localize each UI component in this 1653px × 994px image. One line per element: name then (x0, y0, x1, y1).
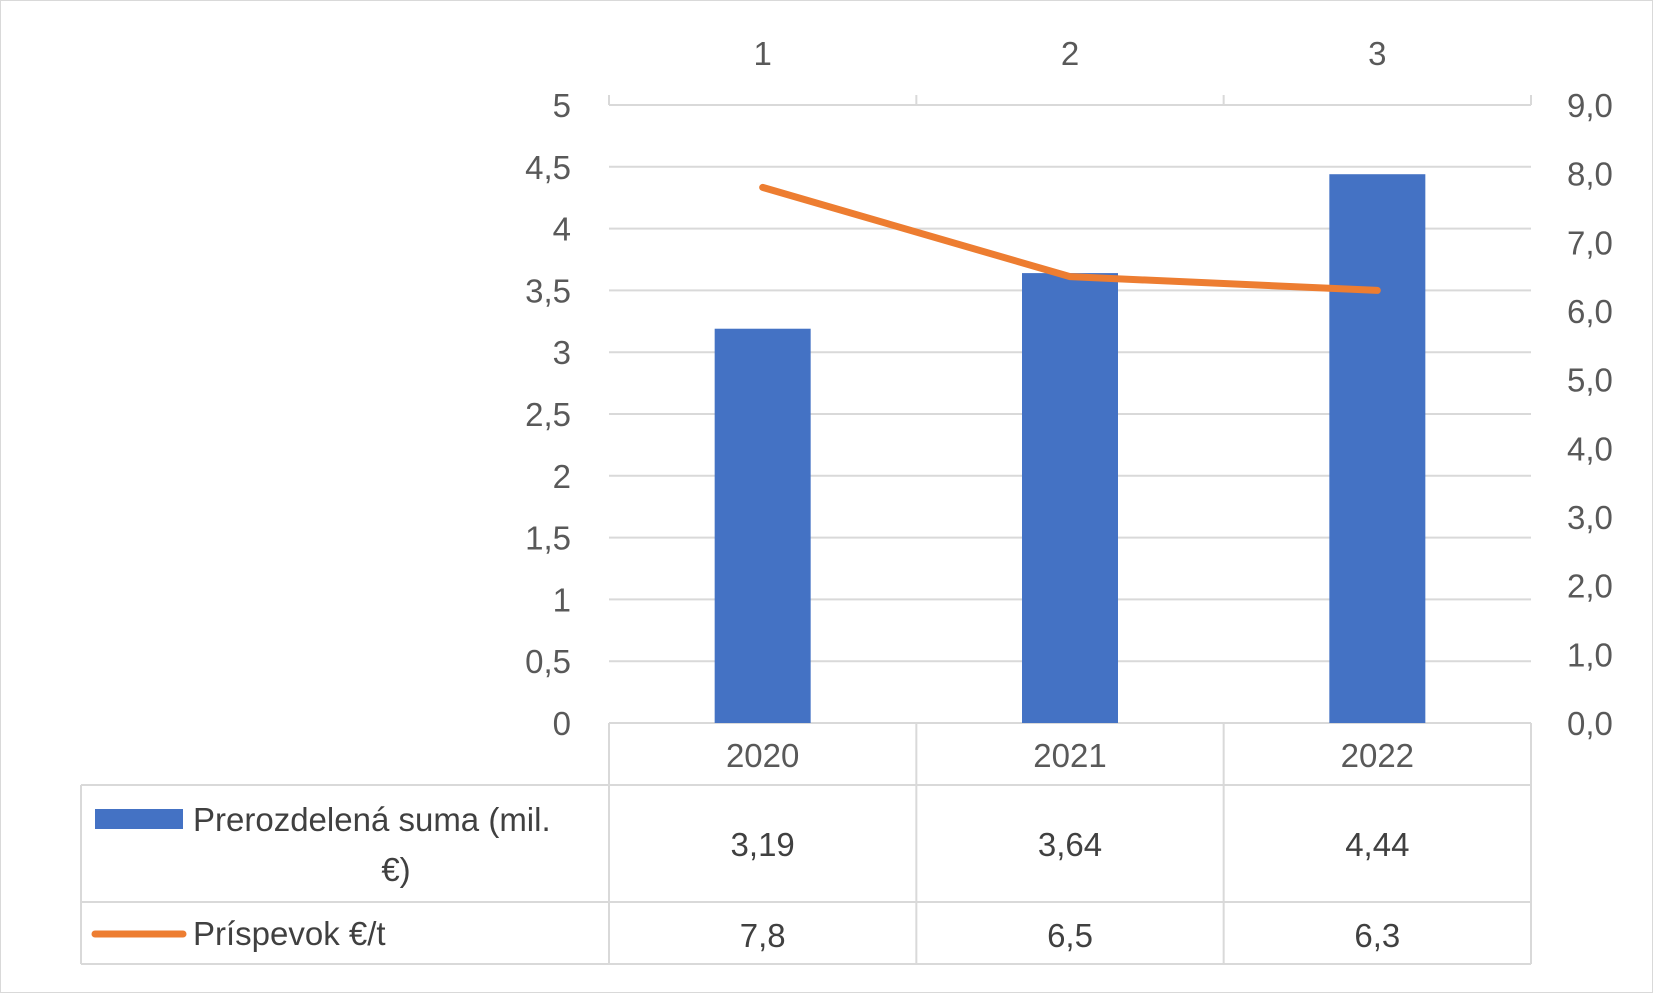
right-axis-tick-label: 2,0 (1567, 568, 1613, 605)
top-axis-tick-label: 2 (1061, 35, 1079, 72)
left-axis-tick-label: 4 (553, 211, 571, 248)
left-axis-tick-label: 2,5 (525, 396, 571, 433)
series-name-label: €) (381, 851, 410, 888)
bar (714, 328, 811, 723)
series-name-label: Prerozdelená suma (mil. (193, 801, 551, 838)
right-axis-tick-label: 9,0 (1567, 87, 1613, 124)
line-series-path (759, 183, 1381, 294)
legend-key-bar (95, 809, 183, 829)
top-axis-tick-label: 3 (1368, 35, 1386, 72)
table-value: 6,5 (1047, 917, 1093, 954)
right-axis-tick-label: 8,0 (1567, 156, 1613, 193)
left-axis-tick-label: 0 (553, 705, 571, 742)
right-axis-tick-label: 4,0 (1567, 430, 1613, 467)
right-axis-tick-label: 6,0 (1567, 293, 1613, 330)
category-label: 2020 (726, 737, 799, 774)
right-axis-tick-label: 5,0 (1567, 362, 1613, 399)
right-axis-tick-label: 1,0 (1567, 636, 1613, 673)
category-label: 2022 (1341, 737, 1414, 774)
left-axis-tick-label: 0,5 (525, 643, 571, 680)
bar (1329, 174, 1426, 723)
left-axis-tick-label: 3 (553, 334, 571, 371)
axis-labels: 0 0,5 1 1,5 2 2,5 3 3,5 4 4,5 5 0,0 1,0 2,0 3,0 4,0 5,0 6… (193, 35, 1613, 954)
top-axis-tick-label: 1 (753, 35, 771, 72)
category-label: 2021 (1033, 737, 1106, 774)
left-axis-tick-label: 1,5 (525, 520, 571, 557)
series-name-label: Príspevok €/t (193, 915, 386, 952)
bar-series (714, 174, 1426, 723)
left-axis-tick-label: 2 (553, 458, 571, 495)
right-axis-tick-label: 3,0 (1567, 499, 1613, 536)
table-value: 4,44 (1345, 826, 1409, 863)
left-axis-tick-label: 5 (553, 87, 571, 124)
left-axis-tick-label: 4,5 (525, 149, 571, 186)
bar (1022, 273, 1118, 723)
table-value: 3,64 (1038, 826, 1102, 863)
table-value: 3,19 (731, 826, 795, 863)
right-axis-tick-label: 0,0 (1567, 705, 1613, 742)
right-axis-tick-label: 7,0 (1567, 224, 1613, 261)
table-value: 7,8 (740, 917, 786, 954)
left-axis-tick-label: 3,5 (525, 272, 571, 309)
line-series (759, 183, 1381, 294)
table-value: 6,3 (1354, 917, 1400, 954)
left-axis-tick-label: 1 (553, 581, 571, 618)
